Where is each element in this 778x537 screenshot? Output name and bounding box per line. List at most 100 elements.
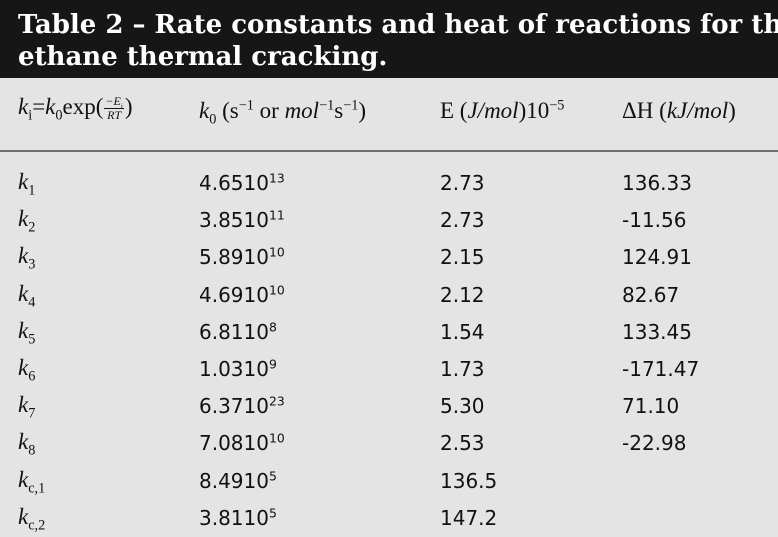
enthalpy-value: 71.10 xyxy=(622,394,680,419)
rate-constant-name: k8 xyxy=(18,429,35,458)
header-enthalpy: ΔH (kJ/mol) xyxy=(622,98,736,124)
enthalpy-value: -11.56 xyxy=(622,208,687,233)
k0-exponent: 10 xyxy=(268,244,285,260)
header-e-label: E ( xyxy=(440,98,468,123)
k0-base: 1.0310 xyxy=(199,356,269,381)
activation-energy-value: 147.2 xyxy=(440,505,498,530)
header-k0-exp1: −1 xyxy=(238,97,254,114)
rate-constant-subscript: 7 xyxy=(28,405,36,422)
rate-constant-symbol: k xyxy=(18,280,29,306)
activation-energy-value: 2.12 xyxy=(440,282,485,307)
pre-exponential-factor: 1.03109 xyxy=(199,357,277,381)
enthalpy-value: 133.45 xyxy=(622,319,692,344)
fraction-numerator: −Ei xyxy=(104,94,124,111)
rate-constant-symbol: k xyxy=(18,317,29,343)
k0-exponent: 8 xyxy=(268,319,277,335)
fraction-denominator: RT xyxy=(104,109,124,122)
header-k0-exp2: −1 xyxy=(319,97,335,114)
rate-constant-name: k6 xyxy=(18,354,35,384)
header-equals: = xyxy=(32,94,46,119)
k0-exponent: 9 xyxy=(268,356,277,372)
pre-exponential-factor: 6.81108 xyxy=(199,320,277,344)
rate-constant-name: k1 xyxy=(18,169,35,198)
enthalpy-value: 124.91 xyxy=(622,245,692,270)
header-k0-s: s xyxy=(334,98,344,123)
rate-constant-name: kc,2 xyxy=(18,503,46,534)
pre-exponential-factor: 3.851011 xyxy=(199,208,285,232)
rate-constant-symbol: k xyxy=(18,354,29,380)
header-dh-label: ΔH ( xyxy=(622,98,667,123)
header-dh-unit: kJ/mol xyxy=(666,98,729,123)
rate-constant-symbol: k xyxy=(18,392,29,418)
rate-constant-subscript: 3 xyxy=(28,256,36,273)
k0-base: 3.8510 xyxy=(199,208,269,233)
rate-constant-symbol: k xyxy=(18,169,29,194)
rate-constant-subscript: 2 xyxy=(28,219,36,236)
fraction-numerator-text: −E xyxy=(105,94,121,109)
table-body: k1 4.651013 2.73 136.33 k2 3.851011 2.73 -11.56… xyxy=(0,157,778,534)
rate-constant-symbol: k xyxy=(18,206,29,232)
enthalpy-value: -22.98 xyxy=(622,431,687,456)
rate-constant-name: k7 xyxy=(18,392,35,421)
header-k0-subscript: 0 xyxy=(55,107,63,124)
table-row: kc,2 3.81105 147.2 xyxy=(0,492,778,534)
k0-exponent: 13 xyxy=(268,170,285,186)
enthalpy-value: 136.33 xyxy=(622,171,692,195)
fraction-numerator-sub: i xyxy=(120,101,123,111)
rate-constant-subscript: c,1 xyxy=(28,480,46,497)
k0-exponent: 5 xyxy=(268,467,277,483)
rate-constant-symbol: k xyxy=(18,429,29,455)
k0-exponent: 5 xyxy=(268,505,277,521)
pre-exponential-factor: 3.81105 xyxy=(199,506,277,530)
header-k0-mol: mol xyxy=(284,98,320,123)
pre-exponential-factor: 8.49105 xyxy=(199,469,277,493)
rate-constant-name: k2 xyxy=(18,206,35,235)
header-dh-after: ) xyxy=(728,98,736,123)
table-row: k1 4.651013 2.73 136.33 xyxy=(0,157,778,198)
activation-energy-value: 2.15 xyxy=(440,245,485,270)
rate-constant-name: k3 xyxy=(18,243,35,272)
rate-constant-subscript: 1 xyxy=(28,182,36,199)
header-k0-unit-open: (s xyxy=(216,98,239,123)
k0-base: 3.8110 xyxy=(199,505,269,530)
rate-constant-name: k4 xyxy=(18,280,36,311)
table-row: k4 4.691010 2.12 82.67 xyxy=(0,269,778,311)
caption-line-2: ethane thermal cracking. xyxy=(18,42,388,72)
enthalpy-value: 82.67 xyxy=(622,282,680,307)
header-k0-label: k xyxy=(199,98,210,123)
activation-energy-value: 1.54 xyxy=(440,319,485,344)
rate-constant-subscript: c,2 xyxy=(28,517,46,534)
table-row: k6 1.03109 1.73 -171.47 xyxy=(0,343,778,384)
fraction-denominator-text: RT xyxy=(107,108,122,123)
table-row: k2 3.851011 2.73 -11.56 xyxy=(0,194,778,235)
header-e-after: )10 xyxy=(518,98,550,123)
k0-exponent: 10 xyxy=(268,430,285,446)
rate-constant-subscript: 4 xyxy=(28,294,36,311)
rate-constant-symbol: k xyxy=(18,503,29,529)
k0-exponent: 23 xyxy=(268,393,285,409)
k0-base: 5.8910 xyxy=(199,245,269,270)
table-row: k8 7.081010 2.53 -22.98 xyxy=(0,417,778,458)
activation-energy-value: 2.73 xyxy=(440,171,485,195)
k0-exponent: 10 xyxy=(268,281,285,297)
k0-base: 4.6910 xyxy=(199,282,269,307)
rate-constant-name: kc,1 xyxy=(18,466,46,497)
rate-constant-subscript: 5 xyxy=(28,331,36,348)
k0-base: 4.6510 xyxy=(199,171,269,195)
header-k0-or: or xyxy=(253,98,285,123)
table-row: k7 6.371023 5.30 71.10 xyxy=(0,380,778,421)
table-row: k3 5.891010 2.15 124.91 xyxy=(0,231,778,272)
header-k0-label-sub: 0 xyxy=(209,111,217,128)
header-k0-unit-close: ) xyxy=(358,98,367,123)
k0-base: 6.3710 xyxy=(199,394,269,419)
enthalpy-value: -171.47 xyxy=(622,356,700,381)
header-k0-symbol: k xyxy=(45,94,56,119)
pre-exponential-factor: 7.081010 xyxy=(199,431,285,455)
table-header-row: ki=k0exp(−Ei RT) k0 (s−1 or mol−1s−1) E (… xyxy=(0,78,778,152)
rate-constant-symbol: k xyxy=(18,466,29,492)
header-k0-exp3: −1 xyxy=(343,97,359,114)
header-rate-expression: ki=k0exp(−Ei RT) xyxy=(18,94,133,124)
table-row: kc,1 8.49105 136.5 xyxy=(0,455,778,497)
activation-energy-value: 2.53 xyxy=(440,431,485,456)
pre-exponential-factor: 5.891010 xyxy=(199,245,285,269)
